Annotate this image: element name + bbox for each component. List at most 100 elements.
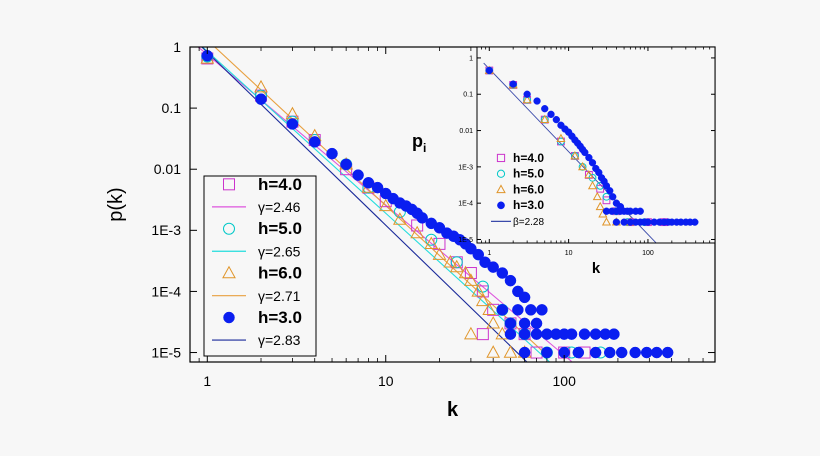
main-legend-label-2: h=5.0: [258, 219, 302, 238]
inset-ytick-label: 1E-5: [458, 237, 473, 244]
main-point-s0-10: [464, 267, 477, 280]
main-point-s6-3: [308, 136, 321, 148]
main-legend-label-5: γ=2.71: [258, 288, 301, 304]
inset-point-s2-7: [584, 169, 594, 179]
main-legend-label-6: h=3.0: [258, 308, 302, 327]
main-point-s6-23: [472, 248, 485, 261]
main-point-s4-21: [486, 345, 501, 358]
inset-xtick-label: 10: [565, 250, 573, 257]
main-point-s4-20: [463, 326, 478, 340]
main-legend-label-1: γ=2.46: [258, 199, 301, 215]
inset-point-s2-9: [592, 191, 602, 201]
inset-legend-marker-3: [497, 201, 505, 210]
inset-x-axis-label: k: [592, 260, 601, 277]
main-legend-frame: [203, 175, 317, 357]
main-point-s4-11: [443, 254, 458, 268]
main-legend-label-0: h=4.0: [258, 175, 302, 194]
inset-point-s3-3: [533, 97, 541, 105]
main-point-s4-14: [463, 273, 478, 286]
main-ytick-label: 1E-3: [151, 222, 181, 238]
main-legend-marker-0: [223, 178, 235, 191]
inset-point-s3-1: [509, 80, 517, 88]
inset-point-s3-6: [552, 115, 560, 124]
main-point-s0-11: [476, 285, 489, 298]
main-point-s0-8: [433, 237, 446, 250]
main-legend-marker-2: [223, 222, 235, 235]
main-point-s6-26: [496, 267, 509, 279]
main-point-s6-49: [541, 346, 553, 359]
main-point-s6-33: [536, 304, 548, 316]
main-point-s6-15: [416, 212, 428, 224]
main-point-s6-51: [572, 346, 585, 359]
main-point-s4-13: [458, 265, 473, 279]
main-point-s4-12: [449, 259, 464, 273]
main-point-s6-29: [518, 291, 531, 304]
main-point-s4-10: [432, 247, 447, 260]
inset-point-s3-24: [609, 193, 617, 201]
main-ytick-label: 1E-4: [151, 283, 181, 299]
inset-point-s3-23: [606, 187, 614, 195]
inset-point-s2-2: [522, 94, 532, 104]
main-point-s4-1: [254, 79, 268, 93]
inset-ytick-label: 1E-4: [458, 201, 473, 208]
main-point-s6-6: [352, 169, 364, 181]
inset-xtick-label: 1: [487, 250, 491, 257]
main-point-s6-53: [603, 346, 616, 359]
main-point-s6-58: [661, 346, 674, 359]
main-ytick-label: 0.1: [162, 100, 182, 116]
main-point-s4-17: [482, 302, 497, 315]
inset-annotation-subscript: i: [423, 141, 426, 155]
main-point-s6-56: [640, 346, 653, 359]
main-point-s4-18: [486, 316, 501, 329]
main-point-s6-43: [565, 328, 578, 340]
inset-point-s3-15: [581, 148, 589, 157]
main-xtick-label: 10: [378, 373, 394, 389]
main-point-s6-8: [371, 181, 384, 194]
inset-point-s3-52: [691, 218, 699, 226]
inset-legend-marker-2: [496, 184, 506, 194]
main-point-s4-8: [410, 225, 425, 239]
main-point-s4-9: [424, 236, 439, 250]
main-point-s6-35: [518, 317, 531, 330]
main-legend-label-4: h=6.0: [258, 264, 302, 283]
inset-point-s3-42: [644, 218, 652, 226]
inset-point-s2-10: [595, 201, 605, 211]
main-point-s0-15: [476, 328, 489, 341]
inset-legend-marker-1: [496, 169, 506, 178]
main-legend: h=4.0 γ=2.46 h=5.0 γ=2.65 h=6.0 γ=2.71 h=3.0 γ=…: [203, 175, 317, 357]
main-data-points: [200, 49, 674, 359]
main-point-s6-36: [530, 317, 543, 330]
inset-point-s3-2: [523, 90, 531, 98]
main-point-s2-7: [425, 233, 438, 246]
main-x-axis-label: k: [447, 399, 459, 421]
inset-point-s2-12: [601, 217, 612, 226]
inset-point-s2-3: [540, 114, 550, 124]
main-point-s6-31: [512, 304, 524, 316]
main-point-s6-52: [589, 346, 602, 359]
inset-point-s3-16: [585, 153, 593, 162]
inset-legend: h=4.0 h=5.0h=6.0 h=3.0 β=2.28: [491, 151, 544, 228]
inset-data-points: [484, 65, 699, 227]
inset-point-s2-4: [556, 133, 566, 142]
main-point-s6-1: [255, 93, 267, 105]
main-point-s4-6: [378, 198, 393, 212]
main-point-s4-22: [503, 345, 518, 358]
main-point-s6-38: [518, 328, 531, 340]
main-ytick-label: 0.01: [154, 161, 181, 177]
inset-point-s3-36: [612, 218, 621, 226]
inset-point-s2-8: [587, 180, 598, 190]
main-point-s6-5: [340, 158, 352, 171]
inset-plot-frame: [476, 46, 716, 244]
main-point-s6-47: [608, 328, 620, 340]
main-point-s2-8: [450, 256, 463, 269]
inset-point-s3-17: [588, 159, 597, 167]
main-point-s6-34: [504, 317, 517, 330]
inset-ytick-label: 1: [469, 55, 473, 62]
inset-ytick-label: 0.1: [463, 92, 473, 99]
main-point-s4-16: [475, 293, 490, 307]
main-ytick-label: 1: [173, 39, 181, 55]
main-legend-label-3: γ=2.65: [258, 243, 301, 259]
inset-legend-marker-0: [496, 153, 506, 163]
inset-tick-marks: 1 10 100 1 0.1 0.01 1E-3 1E-4 1E-5: [458, 47, 715, 257]
